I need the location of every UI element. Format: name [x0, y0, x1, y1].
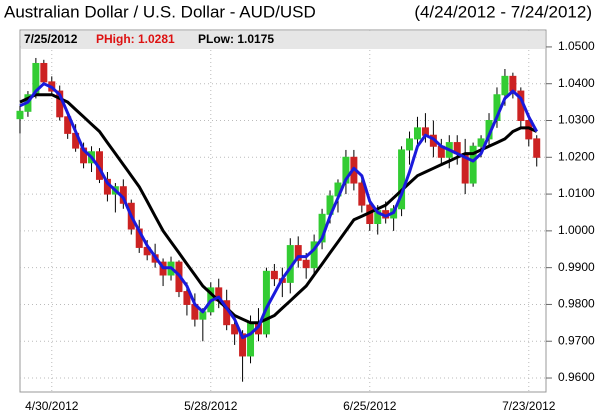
- y-tick-label: 1.0000: [558, 223, 595, 237]
- y-tick-label: 0.9800: [558, 297, 595, 311]
- x-tick-label: 4/30/2012: [25, 399, 79, 413]
- moving-average-line: [19, 82, 539, 340]
- moving-average-line: [19, 93, 538, 325]
- candle-body: [16, 110, 24, 120]
- candle-body: [509, 75, 517, 92]
- header-date: 7/25/2012: [24, 32, 78, 46]
- candle-body: [40, 62, 48, 83]
- y-tick-label: 0.9700: [558, 333, 595, 347]
- y-tick-label: 1.0500: [558, 39, 595, 53]
- candle-body: [398, 149, 406, 210]
- y-tick-label: 1.0400: [558, 76, 595, 90]
- candle-body: [247, 322, 255, 357]
- x-tick-label: 6/25/2012: [343, 399, 397, 413]
- candle-body: [310, 241, 318, 269]
- y-tick-label: 0.9900: [558, 260, 595, 274]
- candle-body: [294, 245, 302, 261]
- candle-body: [477, 138, 485, 147]
- y-tick-label: 1.0200: [558, 149, 595, 163]
- candle-body: [183, 291, 191, 305]
- x-tick-label: 5/28/2012: [184, 399, 238, 413]
- header-high: PHigh: 1.0281: [96, 32, 175, 46]
- candle-body: [533, 138, 541, 158]
- y-tick-label: 0.9600: [558, 370, 595, 384]
- chart-subtitle: (4/24/2012 - 7/24/2012): [414, 2, 592, 21]
- x-tick-label: 7/23/2012: [502, 399, 556, 413]
- y-tick-label: 1.0300: [558, 113, 595, 127]
- candle-body: [358, 182, 366, 206]
- candle-body: [302, 259, 310, 269]
- header-low: PLow: 1.0175: [198, 32, 274, 46]
- header-bar: [21, 31, 545, 49]
- candle-body: [501, 75, 509, 96]
- candle-body: [270, 270, 278, 280]
- y-tick-label: 1.0100: [558, 186, 595, 200]
- candle-body: [413, 127, 421, 140]
- chart-title: Australian Dollar / U.S. Dollar - AUD/US…: [4, 2, 316, 21]
- candle-body: [469, 145, 477, 184]
- plot-frame: [19, 29, 547, 393]
- candle-body: [406, 138, 414, 151]
